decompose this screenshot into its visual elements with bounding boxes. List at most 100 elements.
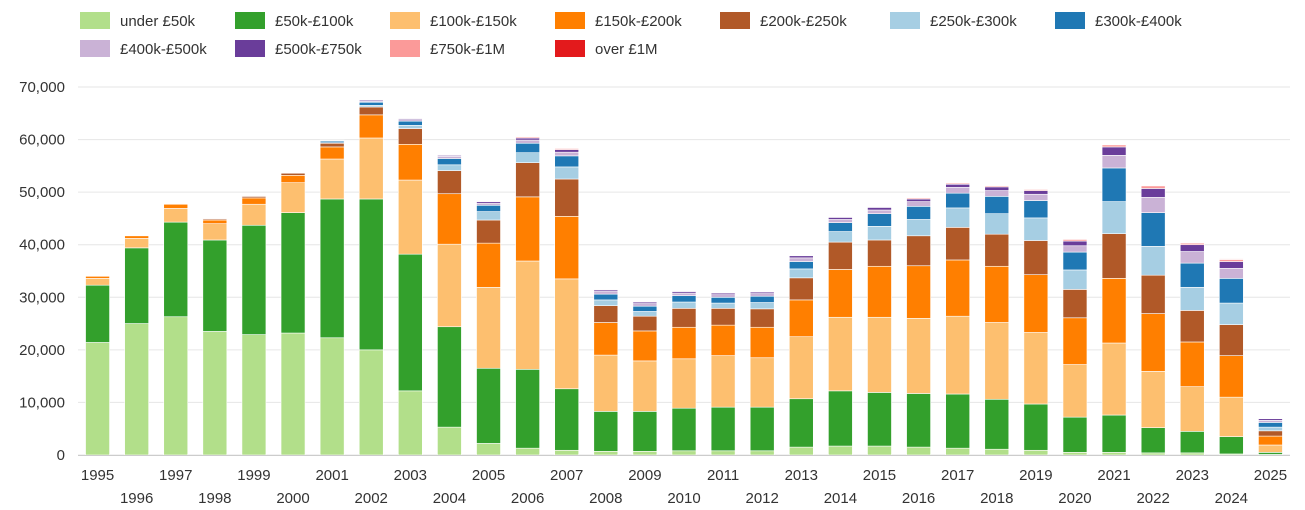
bar-segment (1258, 419, 1283, 423)
bar-segment (1179, 310, 1205, 343)
bar-segment (280, 172, 306, 174)
bar-segment (867, 213, 892, 227)
bar-segment (788, 336, 814, 400)
bar-segment (1179, 286, 1205, 311)
bar-segment (1258, 426, 1283, 432)
bar-segment (749, 293, 775, 297)
bar-segment (1140, 245, 1166, 276)
bar-segment (671, 358, 697, 409)
bar-segment (319, 158, 345, 200)
legend-item-under-50k[interactable]: under £50k (80, 12, 196, 30)
legend-swatch (235, 40, 265, 57)
legend-item--750k-1m[interactable]: £750k-£1M (390, 40, 505, 58)
bar-segment (906, 318, 931, 394)
bar-segment (554, 216, 580, 280)
bar-group-2000 (280, 172, 306, 456)
bar-segment (163, 221, 189, 318)
bar-segment (437, 158, 462, 166)
bar-segment (1023, 332, 1049, 405)
bar-segment (554, 151, 580, 157)
bar-segment (710, 308, 736, 326)
bar-segment (749, 291, 775, 293)
bar-segment (1219, 302, 1244, 325)
bar-segment (984, 185, 1010, 188)
legend-item--50k-100k[interactable]: £50k-£100k (235, 12, 354, 30)
bar-segment (124, 235, 149, 239)
bar-segment (710, 355, 736, 408)
bar-segment (867, 392, 892, 447)
x-tick-label: 2022 (1136, 490, 1169, 507)
bar-segment (85, 342, 110, 456)
bar-segment (945, 207, 970, 228)
bar-segment (280, 172, 306, 176)
bar-group-2008 (593, 289, 619, 456)
bar-segment (1062, 317, 1088, 365)
bar-segment (476, 443, 501, 456)
bar-segment (398, 144, 423, 181)
bar-segment (358, 137, 384, 200)
bar-group-2005 (476, 200, 501, 456)
bar-segment (280, 212, 306, 334)
x-tick-label: 2011 (707, 467, 739, 484)
bar-segment (124, 234, 149, 237)
bar-segment (554, 166, 580, 180)
bar-segment (163, 208, 189, 223)
bar-segment (515, 447, 540, 456)
legend-item-over-1m[interactable]: over £1M (555, 40, 658, 58)
bar-segment (632, 451, 658, 456)
bar-segment (671, 450, 697, 456)
legend-item--250k-300k[interactable]: £250k-£300k (890, 12, 1017, 30)
bar-segment (828, 269, 853, 318)
bar-segment (906, 265, 931, 319)
bar-segment (476, 200, 501, 202)
bar-segment (1179, 452, 1205, 456)
bar-segment (867, 206, 892, 208)
bar-segment (1179, 251, 1205, 264)
bar-segment (241, 334, 267, 456)
legend-item--500k-750k[interactable]: £500k-£750k (235, 40, 362, 58)
legend-item--150k-200k[interactable]: £150k-£200k (555, 12, 682, 30)
x-tick-label: 2010 (667, 490, 700, 507)
bar-group-2007 (554, 148, 580, 456)
bar-group-2024 (1219, 258, 1244, 456)
bar-segment (398, 120, 423, 126)
y-tick-label: 10,000 (19, 394, 65, 411)
bar-segment (867, 445, 892, 456)
bar-group-1995 (85, 275, 110, 456)
legend-item--400k-500k[interactable]: £400k-£500k (80, 40, 207, 58)
bar-segment (319, 139, 345, 141)
bar-segment (1179, 242, 1205, 244)
x-tick-label: 1996 (120, 490, 153, 507)
bar-group-2020 (1062, 239, 1088, 456)
bar-segment (984, 186, 1010, 191)
legend-item--200k-250k[interactable]: £200k-£250k (720, 12, 847, 30)
bar-segment (1062, 364, 1088, 418)
y-tick-label: 50,000 (19, 184, 65, 201)
legend-swatch (235, 12, 265, 29)
legend-item--300k-400k[interactable]: £300k-£400k (1055, 12, 1182, 30)
bar-segment (788, 261, 814, 270)
y-axis: 0 10,000 20,000 30,000 40,000 50,000 60,000 70,… (19, 79, 65, 464)
x-tick-label: 2004 (433, 490, 466, 507)
bar-segment (984, 213, 1010, 235)
bar-segment (906, 197, 931, 200)
bar-segment (476, 204, 501, 212)
bar-segment (1101, 342, 1127, 416)
y-tick-label: 40,000 (19, 237, 65, 254)
bar-segment (945, 182, 970, 185)
bar-segment (749, 302, 775, 310)
x-tick-label: 2018 (980, 490, 1013, 507)
bar-segment (828, 241, 853, 270)
legend-swatch (890, 12, 920, 29)
bar-segment (476, 367, 501, 444)
bar-segment (1023, 189, 1049, 191)
legend-label: under £50k (120, 13, 196, 30)
legend-swatch (80, 12, 110, 29)
bar-segment (867, 265, 892, 318)
bar-segment (163, 203, 189, 209)
bar-segment (984, 448, 1010, 456)
bar-segment (515, 162, 540, 198)
legend-item--100k-150k[interactable]: £100k-£150k (390, 12, 517, 30)
bar-group-2012 (749, 291, 775, 456)
